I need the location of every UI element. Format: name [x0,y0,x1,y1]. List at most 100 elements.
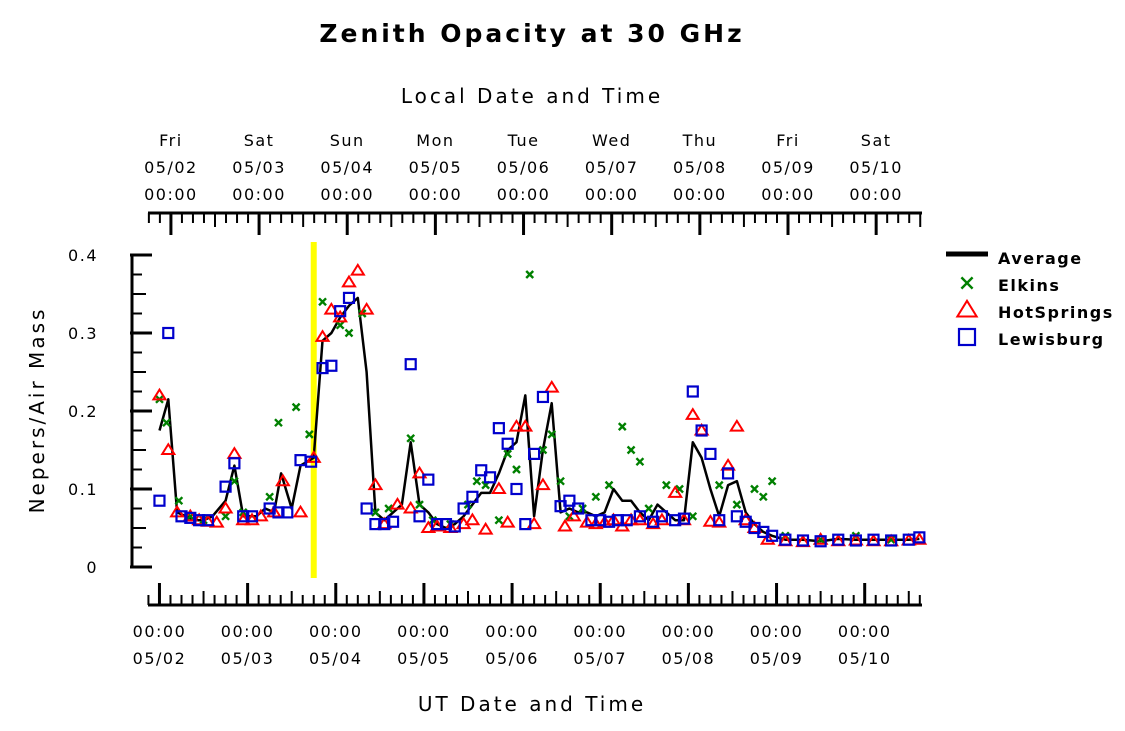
top-tick-time: 00:00 [673,185,727,204]
chart-title: Zenith Opacity at 30 GHz [319,19,744,48]
point-elkins [556,476,565,486]
point-lewisburg [913,531,926,544]
top-tick-weekday: Fri [159,131,183,150]
point-hotsprings [477,521,494,535]
point-elkins [304,430,314,439]
point-lewisburg [201,514,215,527]
bottom-tick-date: 05/09 [750,649,804,668]
legend-label: HotSprings [998,303,1114,322]
point-hotsprings [358,301,375,315]
point-elkins [591,492,601,502]
point-hotsprings [587,516,604,530]
point-lewisburg [386,515,400,528]
point-hotsprings [226,446,243,459]
point-lewisburg [153,494,166,507]
point-hotsprings [911,532,928,545]
point-elkins [415,500,424,509]
point-elkins [617,422,627,431]
top-tick-time: 00:00 [320,185,374,204]
point-hotsprings [341,274,357,288]
top-tick-date: 05/09 [761,158,815,177]
bottom-tick-time: 00:00 [309,622,363,641]
point-lewisburg [620,514,633,527]
point-elkins [714,480,724,490]
point-elkins [538,445,548,455]
point-elkins [274,418,283,428]
legend-item-elkins: Elkins [960,276,1059,295]
bottom-tick-date: 05/10 [838,649,892,668]
top-tick-time: 00:00 [849,185,903,204]
point-lewisburg [572,502,585,515]
top-tick-time: 00:00 [409,185,463,204]
point-lewisburg [245,510,259,523]
point-hotsprings [711,514,728,528]
top-tick-date: 05/06 [497,158,551,177]
bottom-tick-time: 00:00 [573,622,627,641]
point-lewisburg [448,520,461,533]
point-lewisburg [655,510,669,523]
bottom-tick-time: 00:00 [133,622,187,641]
point-hotsprings [543,379,560,393]
point-lewisburg [457,502,470,515]
point-lewisburg [175,510,188,523]
y-axis-title: Nepers/Air Mass [25,307,49,514]
series-line-average [158,296,920,543]
point-lewisburg [316,362,329,375]
point-lewisburg [184,511,197,524]
bottom-tick-time: 00:00 [485,622,539,641]
point-lewisburg [677,512,691,525]
y-tick-label: 0.4 [68,246,98,265]
top-tick-date: 05/05 [409,158,463,177]
bottom-tick-date: 05/08 [662,649,716,668]
point-elkins [512,465,521,474]
point-elkins [886,535,896,545]
top-tick-weekday: Sat [861,131,892,150]
top-tick-date: 05/02 [144,158,198,177]
legend-item-hotsprings: HotSprings [955,298,1114,322]
bottom-tick-time: 00:00 [221,622,275,641]
point-elkins [604,480,614,490]
series-elkins [155,270,896,545]
point-lewisburg [536,390,550,404]
point-lewisburg [528,447,541,460]
bottom-tick-date: 05/05 [397,649,451,668]
legend-swatch-triangle [955,298,979,318]
top-axis-title: Local Date and Time [401,84,663,108]
bottom-tick-date: 05/03 [221,649,275,668]
point-lewisburg [334,305,347,318]
legend-item-average: Average [946,249,1081,268]
bottom-tick-time: 00:00 [662,622,716,641]
point-elkins [371,508,380,517]
bottom-tick-date: 05/06 [485,649,539,668]
point-hotsprings [499,514,516,528]
point-lewisburg [475,464,488,477]
point-elkins [472,476,482,486]
point-lewisburg [686,385,699,398]
point-lewisburg [162,326,175,340]
point-hotsprings [812,532,829,545]
series-lewisburg [153,291,926,548]
point-hotsprings [389,496,406,510]
point-hotsprings [517,418,534,432]
point-elkins [750,484,759,494]
bottom-tick-date: 05/02 [133,649,187,668]
bottom-tick-time: 00:00 [838,622,892,641]
bottom-tick-time: 00:00 [750,622,804,641]
point-lewisburg [492,422,505,435]
point-hotsprings [667,485,683,498]
legend-swatch-x [960,276,974,290]
point-elkins [291,402,301,412]
point-elkins [525,270,535,279]
point-elkins [384,504,394,513]
point-lewisburg [695,424,708,437]
point-hotsprings [292,504,309,518]
top-tick-weekday: Thu [682,131,718,150]
legend-swatch-square [957,327,977,347]
point-lewisburg [721,467,735,480]
point-hotsprings [565,508,582,522]
point-elkins [344,328,354,338]
top-tick-time: 00:00 [144,185,198,204]
point-lewisburg [796,534,810,547]
point-lewisburg [193,514,206,527]
